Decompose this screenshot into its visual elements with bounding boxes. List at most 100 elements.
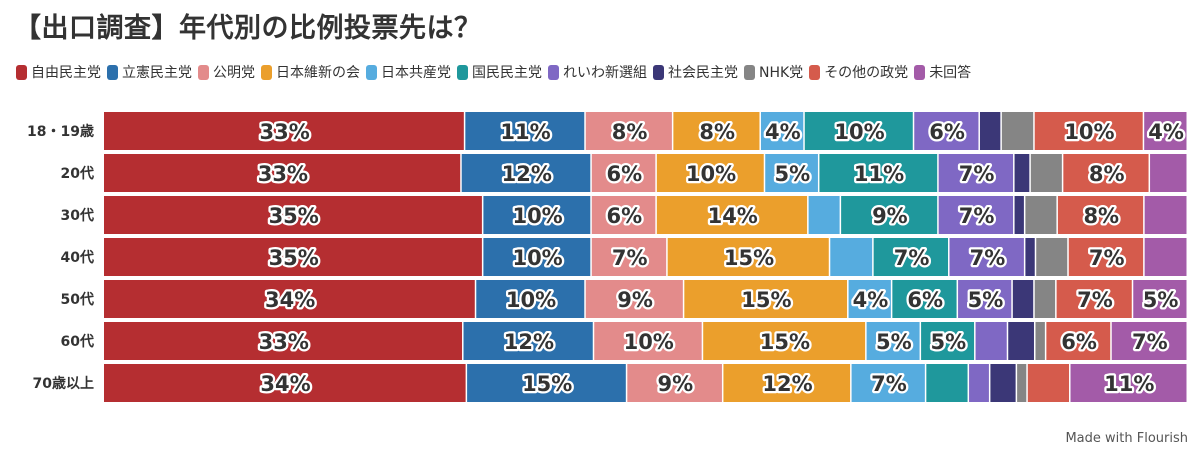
bar-segment[interactable]	[684, 280, 848, 318]
data-label: 7%	[871, 372, 907, 396]
legend-item[interactable]: 自由民主党	[16, 62, 101, 82]
bar-segment[interactable]	[104, 280, 475, 318]
bar-segment[interactable]	[1035, 322, 1045, 360]
bar-segment[interactable]	[1144, 238, 1187, 276]
legend-item[interactable]: 日本維新の会	[261, 62, 360, 82]
bar-segment[interactable]	[461, 154, 591, 192]
bar-segment[interactable]	[104, 364, 466, 402]
bar-segment[interactable]	[958, 280, 1012, 318]
legend-item[interactable]: その他の政党	[809, 62, 908, 82]
bar-segment[interactable]	[723, 364, 851, 402]
bar-segment[interactable]	[467, 364, 626, 402]
bar-segment[interactable]	[463, 322, 593, 360]
bar-segment[interactable]	[1057, 196, 1144, 234]
bar-segment[interactable]	[926, 364, 968, 402]
bar-segment[interactable]	[969, 364, 989, 402]
bar-segment[interactable]	[591, 154, 656, 192]
bar-segment[interactable]	[476, 280, 585, 318]
bar-segment[interactable]	[703, 322, 866, 360]
bar-segment[interactable]	[866, 322, 920, 360]
data-label: 8%	[612, 120, 648, 144]
bar-segment[interactable]	[1017, 364, 1027, 402]
bar-segment[interactable]	[104, 154, 461, 192]
legend-label: 立憲民主党	[122, 65, 192, 81]
bar-segment[interactable]	[591, 238, 667, 276]
bar-segment[interactable]	[873, 238, 949, 276]
bar-segment[interactable]	[949, 238, 1024, 276]
data-label: 11%	[1104, 372, 1154, 396]
bar-segment[interactable]	[667, 238, 829, 276]
bar-segment[interactable]	[1046, 322, 1111, 360]
bar-segment[interactable]	[483, 238, 591, 276]
bar-segment[interactable]	[104, 112, 464, 150]
bar-segment[interactable]	[104, 322, 463, 360]
bar-segment[interactable]	[804, 112, 913, 150]
bar-segment[interactable]	[760, 112, 804, 150]
bar-segment[interactable]	[594, 322, 702, 360]
legend-item[interactable]: 未回答	[914, 62, 971, 82]
bar-segment[interactable]	[830, 238, 873, 276]
bar-segment[interactable]	[819, 154, 938, 192]
bar-segment[interactable]	[1012, 280, 1034, 318]
bar-segment[interactable]	[1034, 280, 1056, 318]
category-label: 70歳以上	[33, 375, 94, 392]
legend-item[interactable]: 立憲民主党	[107, 62, 192, 82]
bar-segment[interactable]	[1150, 154, 1187, 192]
bar-segment[interactable]	[1014, 196, 1024, 234]
bar-segment[interactable]	[1025, 196, 1057, 234]
bar-segment[interactable]	[1036, 238, 1068, 276]
bar-segment[interactable]	[1008, 322, 1034, 360]
credit-text[interactable]: Made with Flourish	[1065, 431, 1188, 446]
bar-segment[interactable]	[465, 112, 585, 150]
bar-segment[interactable]	[808, 196, 840, 234]
bar-segment[interactable]	[1068, 238, 1144, 276]
legend-swatch	[261, 64, 272, 80]
bar-segment[interactable]	[1144, 196, 1187, 234]
legend-item[interactable]: れいわ新選組	[548, 62, 647, 82]
bar-segment[interactable]	[483, 196, 591, 234]
bar-segment[interactable]	[938, 196, 1014, 234]
bar-segment[interactable]	[921, 322, 975, 360]
data-label: 7%	[1077, 288, 1113, 312]
bar-segment[interactable]	[990, 364, 1016, 402]
bar-segment[interactable]	[975, 322, 1007, 360]
bar-segment[interactable]	[1001, 112, 1034, 150]
bar-segment[interactable]	[1133, 280, 1187, 318]
bar-segment[interactable]	[914, 112, 979, 150]
legend-item[interactable]: 国民民主党	[457, 62, 542, 82]
bar-segment[interactable]	[1034, 112, 1143, 150]
category-label: 40代	[61, 249, 94, 266]
bar-segment[interactable]	[656, 196, 808, 234]
bar-segment[interactable]	[627, 364, 722, 402]
bar-segment[interactable]	[1027, 364, 1070, 402]
bar-segment[interactable]	[1144, 112, 1187, 150]
legend-swatch	[16, 64, 27, 80]
bar-segment[interactable]	[1025, 238, 1035, 276]
bar-segment[interactable]	[1030, 154, 1062, 192]
bar-segment[interactable]	[656, 154, 764, 192]
legend-item[interactable]: NHK党	[744, 62, 803, 82]
bar-segment[interactable]	[1056, 280, 1132, 318]
bar-segment[interactable]	[1111, 322, 1187, 360]
legend-item[interactable]: 日本共産党	[366, 62, 451, 82]
legend-item[interactable]: 公明党	[198, 62, 255, 82]
bar-segment[interactable]	[841, 196, 938, 234]
data-label: 33%	[258, 162, 308, 186]
bar-segment[interactable]	[585, 112, 672, 150]
bar-segment[interactable]	[1014, 154, 1030, 192]
bar-segment[interactable]	[892, 280, 957, 318]
bar-segment[interactable]	[104, 196, 482, 234]
bar-segment[interactable]	[104, 238, 482, 276]
bar-segment[interactable]	[1063, 154, 1149, 192]
bar-segment[interactable]	[591, 196, 656, 234]
legend-item[interactable]: 社会民主党	[653, 62, 738, 82]
bar-segment[interactable]	[851, 364, 925, 402]
bar-segment[interactable]	[765, 154, 818, 192]
bar-segment[interactable]	[673, 112, 760, 150]
bar-segment[interactable]	[938, 154, 1014, 192]
bar-segment[interactable]	[979, 112, 1001, 150]
bar-segment[interactable]	[1070, 364, 1187, 402]
bar-segment[interactable]	[848, 280, 891, 318]
bar-segment[interactable]	[585, 280, 683, 318]
data-label: 7%	[959, 204, 995, 228]
